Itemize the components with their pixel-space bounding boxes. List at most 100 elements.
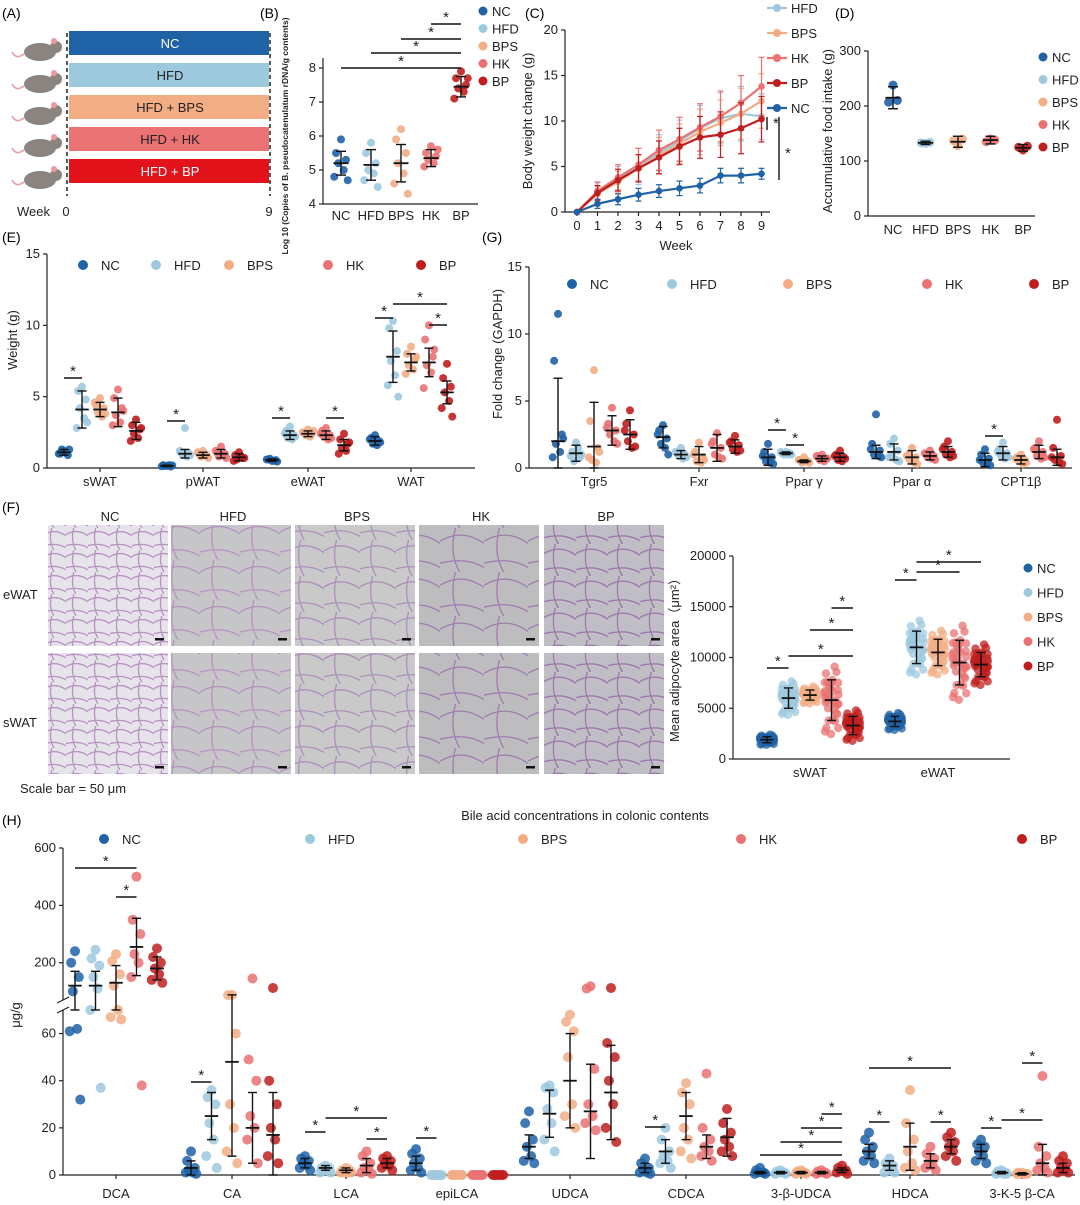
data-point <box>443 359 451 368</box>
legend-item-nc: NC <box>1023 561 1056 576</box>
error-bar <box>522 1134 536 1160</box>
data-point <box>902 451 911 460</box>
data-point <box>622 419 631 428</box>
error-bar <box>422 347 436 378</box>
significance-bracket: * <box>831 593 853 610</box>
tissue-image <box>171 525 291 646</box>
group-ewat-hfd <box>905 616 928 679</box>
significance-bracket: * <box>916 547 981 564</box>
group-nc <box>330 135 352 185</box>
significance-bracket: * <box>375 303 393 320</box>
group-swat-bp <box>841 706 865 745</box>
x-tick-label-bp: BP <box>452 208 469 223</box>
panel-label-f: (F) <box>2 499 20 515</box>
y-tick-label: 5000 <box>697 700 726 715</box>
data-point <box>584 453 593 462</box>
group-swat-nc <box>54 445 74 460</box>
data-point <box>366 1168 377 1179</box>
x-tick-label: HDCA <box>892 1186 929 1201</box>
data-point <box>427 142 435 151</box>
legend-dot <box>667 279 677 289</box>
significance-bracket: * <box>768 415 786 432</box>
significance-star: * <box>773 115 779 132</box>
data-point <box>655 187 663 195</box>
data-point <box>343 176 352 185</box>
group-hfd <box>360 138 382 191</box>
significance-bracket: * <box>985 421 1003 438</box>
legend-item-hfd: HFD <box>767 1 818 16</box>
panel-label-e: (E) <box>2 229 21 245</box>
data-point <box>961 673 970 683</box>
data-point <box>64 1026 75 1037</box>
y-axis-label: Mean adipocyte area（μm²） <box>667 572 682 742</box>
panel-label-d: (D) <box>835 5 854 21</box>
group-swat-hk <box>108 385 128 430</box>
error-bar <box>679 1091 693 1141</box>
data-point <box>958 681 968 690</box>
axis-break-mark <box>56 996 70 1004</box>
error-bar <box>846 715 860 736</box>
significance-bracket: * <box>869 1053 951 1070</box>
data-point <box>883 716 893 725</box>
error-bar <box>931 638 945 667</box>
legend-label: HFD <box>328 832 355 847</box>
legend-dot <box>478 6 488 16</box>
legend: NC HFD BPS HK BP <box>1038 50 1079 155</box>
significance-star: * <box>1029 1048 1035 1065</box>
group-dca-nc <box>64 946 86 1105</box>
data-point <box>245 1111 256 1122</box>
legend-label: HK <box>945 277 963 292</box>
legend: HFD BPS HK BP NC <box>767 1 818 116</box>
significance-bracket: * <box>393 289 447 306</box>
data-point <box>128 421 137 430</box>
scale-bar <box>651 766 660 769</box>
y-tick-label: 10 <box>26 317 40 332</box>
group-3-k-5-ca-hk <box>1032 1071 1053 1178</box>
error-bar <box>542 1089 557 1138</box>
data-point <box>385 324 394 333</box>
data-point <box>420 162 429 171</box>
data-point <box>777 692 786 701</box>
data-point <box>798 689 808 699</box>
error-bar <box>909 630 924 665</box>
y-tick-label: 200 <box>34 955 56 970</box>
group-epilca-hfd <box>426 1170 447 1180</box>
tissue-image <box>295 653 415 774</box>
significance-star: * <box>435 310 441 327</box>
error-bar <box>184 1160 198 1176</box>
data-point <box>594 200 601 208</box>
data-point <box>675 1146 686 1157</box>
data-point <box>949 136 959 146</box>
x-tick-label: 4 <box>655 218 662 233</box>
data-point <box>695 438 703 447</box>
x-tick-label: sWAT <box>83 474 117 489</box>
data-point <box>812 691 822 701</box>
data-point <box>877 453 886 462</box>
data-point <box>325 1167 336 1178</box>
group-cdca-hfd <box>655 1122 676 1173</box>
error-bar <box>109 964 123 1011</box>
error-bar <box>699 1134 714 1160</box>
histology-image-ewat-bps <box>295 525 415 646</box>
x-tick-label: LCA <box>333 1186 359 1201</box>
error-bar <box>150 956 164 981</box>
legend: NC HFD BPS HK BP <box>478 4 519 89</box>
significance-star: * <box>935 557 941 574</box>
significance-star: * <box>312 1117 318 1134</box>
group-epilca-bps <box>446 1170 468 1180</box>
x-tick-label-nc: NC <box>332 208 351 223</box>
data-point <box>446 382 455 391</box>
legend-item-bp: BP <box>478 74 509 89</box>
legend-item-hk: HK <box>922 277 963 292</box>
data-point <box>268 982 278 993</box>
group-3-udca-nc <box>749 1162 771 1179</box>
data-point <box>897 724 906 733</box>
data-point <box>718 1118 729 1129</box>
mouse-ear <box>51 102 57 108</box>
data-point <box>727 1151 738 1162</box>
significance-bracket: * <box>810 615 853 632</box>
group-wat-hk <box>419 321 439 393</box>
tissue-image <box>419 653 539 774</box>
significance-bracket: * <box>429 310 447 327</box>
data-point <box>90 944 101 955</box>
